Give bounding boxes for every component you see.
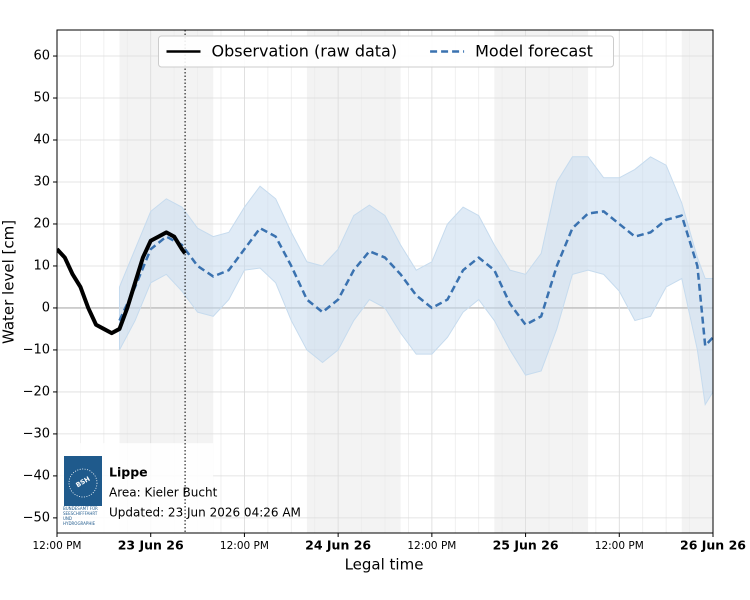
plot-frame (56, 29, 714, 534)
y-tick-label: −40 (23, 468, 50, 483)
legend-label: Model forecast (475, 42, 593, 61)
y-tick-label: 20 (33, 216, 50, 231)
updated-text: Updated: 23 Jun 2026 04:26 AM (109, 506, 301, 520)
x-tick-label: 26 Jun 26 (680, 538, 746, 553)
logo (64, 456, 102, 506)
y-tick-label: 40 (33, 133, 50, 148)
x-axis-label: Legal time (345, 556, 424, 574)
station-name: Lippe (109, 465, 148, 480)
logo-ring (68, 468, 98, 498)
y-tick-label: 30 (33, 174, 50, 189)
legend-box (158, 35, 614, 68)
x-tick-label: 23 Jun 26 (118, 538, 184, 553)
series-line (57, 230, 187, 336)
x-tick-label: 12:00 PM (407, 540, 456, 552)
y-axis-label: Water level [cm] (0, 220, 18, 344)
confidence-band (118, 156, 713, 406)
y-tick-label: −30 (23, 426, 50, 441)
x-tick-label: 24 Jun 26 (305, 538, 371, 553)
legend-label: Observation (raw data) (212, 42, 398, 61)
logo-caption: BUNDESAMT FÜR SEESCHIFFFAHRT UND HYDROGR… (63, 506, 98, 526)
y-tick-label: 60 (33, 49, 50, 64)
y-tick-label: −20 (23, 384, 50, 399)
logo-caption-box: BUNDESAMT FÜR SEESCHIFFFAHRT UND HYDROGR… (63, 506, 98, 526)
x-tick-label: 12:00 PM (33, 540, 82, 552)
y-tick-label: −10 (23, 342, 50, 357)
x-tick-label: 12:00 PM (220, 540, 269, 552)
y-tick-label: −50 (23, 510, 50, 525)
y-tick-label: 0 (42, 300, 50, 315)
x-tick-label: 12:00 PM (595, 540, 644, 552)
x-tick-label: 25 Jun 26 (493, 538, 559, 553)
y-tick-label: 50 (33, 91, 50, 106)
area-text: Area: Kieler Bucht (109, 486, 218, 500)
y-tick-label: 10 (33, 258, 50, 273)
series-line (118, 210, 713, 347)
